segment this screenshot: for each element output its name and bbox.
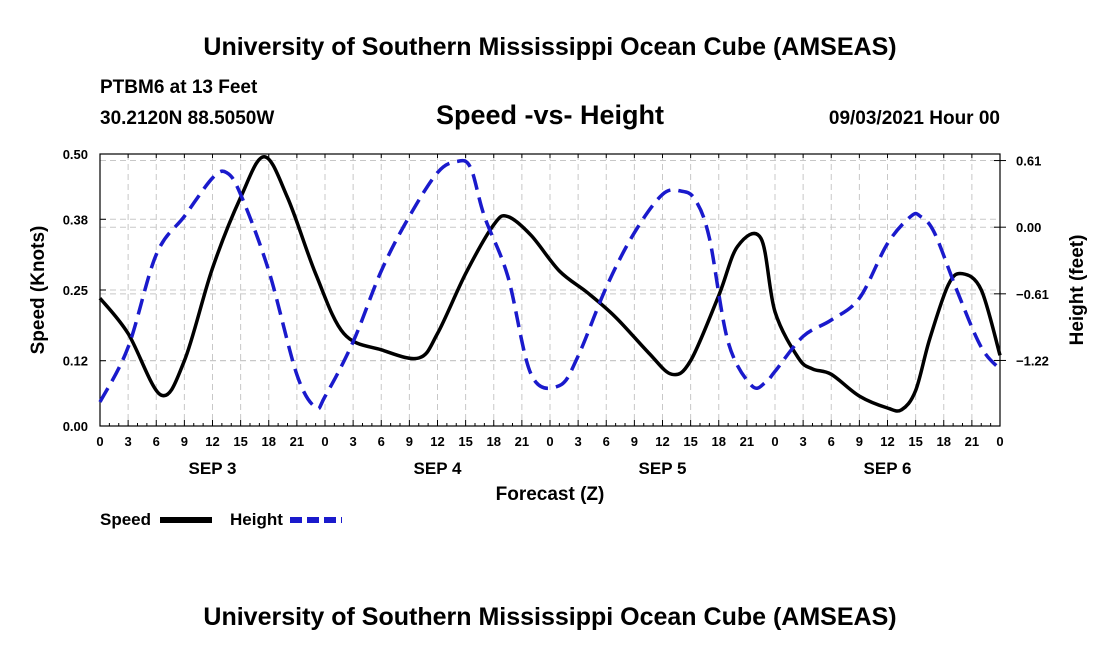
y-axis-label: Speed (Knots) — [28, 226, 49, 355]
x-tick-label: 6 — [378, 434, 385, 449]
x-tick-label: 6 — [603, 434, 610, 449]
run-time-label: 09/03/2021 Hour 00 — [829, 108, 1000, 129]
y-tick-label: 0.00 — [63, 419, 88, 434]
legend-speed-label: Speed — [100, 510, 151, 529]
y2-tick-label: 0.00 — [1016, 220, 1041, 235]
x-tick-label: 12 — [430, 434, 444, 449]
x-tick-label: 3 — [350, 434, 357, 449]
series-line-height — [98, 158, 1002, 411]
x-tick-label: 3 — [800, 434, 807, 449]
y2-tick-label: −0.61 — [1016, 287, 1049, 302]
x-tick-label: 21 — [290, 434, 304, 449]
x-tick-label: 0 — [771, 434, 778, 449]
footer-title: University of Southern Mississippi Ocean… — [203, 603, 896, 631]
x-tick-label: 21 — [965, 434, 979, 449]
x-tick-label: 6 — [153, 434, 160, 449]
axis-ticks: 0 3 6 9 12 15 18 21 0 3 6 9 12 15 18 21 0 3 6 9 12 15 18 21 0 3 6 9… — [63, 147, 1049, 478]
x-tick-label: 0 — [996, 434, 1003, 449]
station-label: PTBM6 at 13 Feet — [100, 77, 258, 98]
day-label: SEP 6 — [864, 459, 912, 478]
x-tick-label: 9 — [631, 434, 638, 449]
day-label: SEP 4 — [414, 459, 462, 478]
legend-height-label: Height — [230, 510, 283, 529]
y-tick-label: 0.38 — [63, 212, 88, 227]
x-tick-label: 21 — [740, 434, 754, 449]
x-tick-label: 12 — [880, 434, 894, 449]
x-tick-label: 3 — [125, 434, 132, 449]
y2-axis-label: Height (feet) — [1067, 235, 1088, 346]
day-label: SEP 5 — [639, 459, 687, 478]
x-tick-label: 3 — [575, 434, 582, 449]
x-tick-label: 15 — [908, 434, 922, 449]
x-tick-label: 15 — [233, 434, 247, 449]
chart-title: Speed -vs- Height — [436, 100, 664, 130]
x-tick-label: 9 — [406, 434, 413, 449]
day-label: SEP 3 — [189, 459, 237, 478]
series-group — [98, 154, 1002, 413]
y-tick-label: 0.50 — [63, 147, 88, 162]
x-tick-label: 21 — [515, 434, 529, 449]
coords-label: 30.2120N 88.5050W — [100, 108, 274, 129]
x-tick-label: 0 — [321, 434, 328, 449]
y-tick-label: 0.25 — [63, 283, 88, 298]
y2-tick-label: −1.22 — [1016, 353, 1049, 368]
x-tick-label: 18 — [262, 434, 276, 449]
y-tick-label: 0.12 — [63, 354, 88, 369]
x-tick-label: 18 — [937, 434, 951, 449]
x-tick-label: 0 — [96, 434, 103, 449]
x-tick-label: 18 — [487, 434, 501, 449]
x-tick-label: 15 — [683, 434, 697, 449]
x-tick-label: 18 — [712, 434, 726, 449]
x-tick-label: 6 — [828, 434, 835, 449]
x-tick-label: 9 — [181, 434, 188, 449]
page-title: University of Southern Mississippi Ocean… — [203, 33, 896, 61]
x-tick-label: 9 — [856, 434, 863, 449]
x-axis-label: Forecast (Z) — [496, 484, 605, 505]
x-tick-label: 12 — [205, 434, 219, 449]
x-tick-label: 0 — [546, 434, 553, 449]
x-tick-label: 12 — [655, 434, 669, 449]
x-tick-label: 15 — [458, 434, 472, 449]
series-line-speed — [98, 154, 1002, 413]
y2-tick-label: 0.61 — [1016, 154, 1041, 169]
